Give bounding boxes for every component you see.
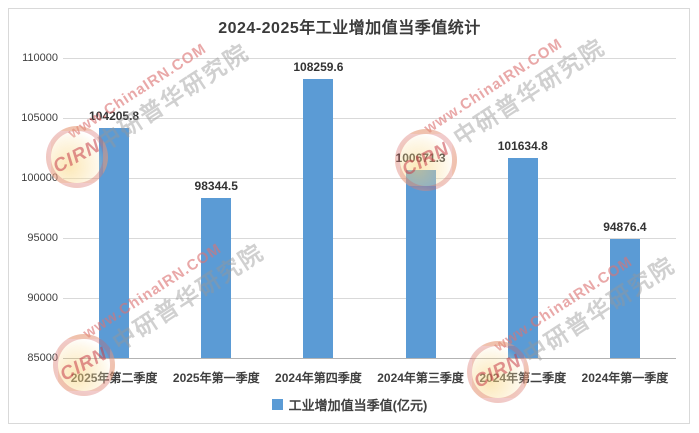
bar <box>201 197 232 358</box>
y-axis-tick-label: 110000 <box>22 52 58 64</box>
gridline <box>63 58 676 59</box>
x-axis-category-label: 2024年第四季度 <box>275 371 362 385</box>
x-axis-category-label: 2025年第二季度 <box>70 371 158 385</box>
bar-value-label: 108259.6 <box>293 59 344 74</box>
y-axis-tick-label: 90000 <box>27 292 58 304</box>
bar-value-label: 104205.8 <box>89 108 140 123</box>
x-axis-category-label: 2025年第一季度 <box>172 371 260 385</box>
bar-value-label: 98344.5 <box>194 178 238 193</box>
y-axis-tick-label: 100000 <box>21 172 58 184</box>
bar <box>609 239 640 358</box>
legend: 工业增加值当季值(亿元) <box>0 395 699 414</box>
gridline <box>63 238 676 239</box>
gridline <box>63 298 676 299</box>
chart-title: 2024-2025年工业增加值当季值统计 <box>218 20 481 37</box>
y-axis-tick-label: 105000 <box>21 112 58 124</box>
x-axis-line <box>63 358 676 359</box>
bar <box>303 78 334 358</box>
legend-swatch-icon <box>271 399 283 410</box>
x-axis-category-label: 2024年第三季度 <box>377 371 464 385</box>
bar-value-label: 101634.8 <box>497 139 548 154</box>
bar <box>405 169 436 358</box>
bar <box>507 158 538 358</box>
x-axis-category-label: 2024年第二季度 <box>479 371 567 385</box>
bar-value-label: 100671.3 <box>395 150 446 165</box>
y-axis-tick-label: 95000 <box>27 232 58 244</box>
bar-value-label: 94876.4 <box>603 220 647 235</box>
legend-label: 工业增加值当季值(亿元) <box>288 398 428 413</box>
y-axis-tick-label: 85000 <box>27 352 58 364</box>
x-axis-category-label: 2024年第一季度 <box>581 371 669 385</box>
gridline <box>63 118 676 119</box>
bar <box>99 127 130 358</box>
gridline <box>63 178 676 179</box>
